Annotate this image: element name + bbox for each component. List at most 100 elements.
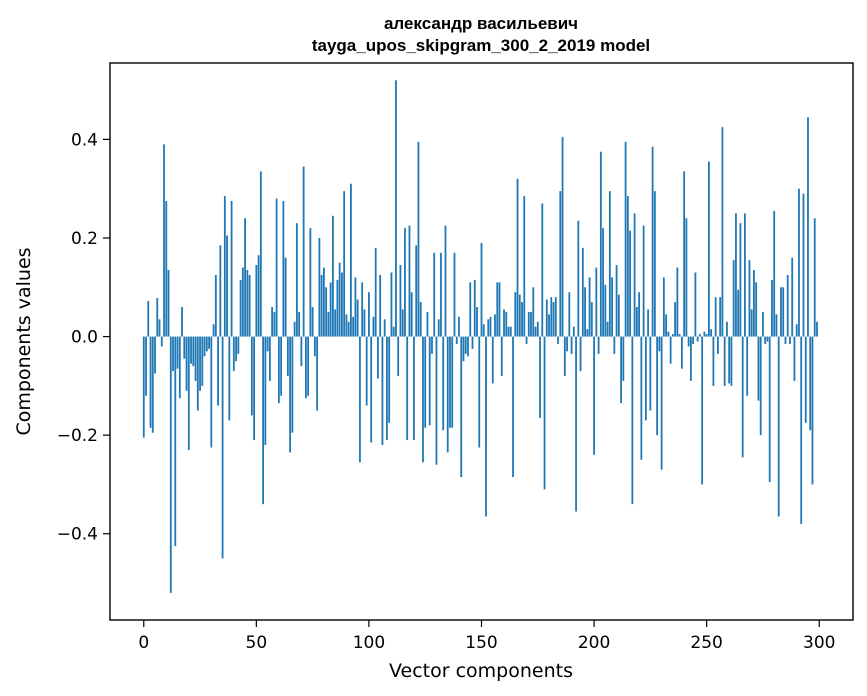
bar [667,331,670,337]
bar [363,309,366,337]
bar [777,336,780,517]
bar [453,252,456,337]
bar [798,188,800,337]
bar [568,292,571,337]
bar [534,326,537,337]
bar [291,336,294,433]
bar [523,196,526,337]
bar [784,336,787,344]
plot-frame [109,62,854,621]
bar [271,307,274,337]
bar [458,316,460,337]
bar [244,218,246,337]
bar [232,336,235,372]
bar [399,265,402,337]
bar [710,329,713,337]
bar [658,336,661,352]
bar [640,336,643,460]
bar [313,336,316,357]
bar [548,314,550,337]
bar [318,237,321,337]
bar [386,336,388,441]
bar [656,336,659,436]
bar [469,282,472,337]
bar [426,311,429,337]
bar [683,171,686,337]
bar [545,299,548,337]
bar [214,274,217,337]
bar [780,287,782,337]
bar [737,289,740,337]
bar [748,260,751,337]
bar [721,127,724,337]
bar [597,336,600,354]
bar [277,336,280,404]
bar [404,228,406,337]
bar [431,336,433,354]
bar [730,336,733,386]
bar [590,302,593,337]
bar [615,265,618,337]
bar [665,314,668,337]
bar [593,336,595,455]
bar [662,277,665,337]
bar [428,336,431,426]
bar [219,245,222,337]
y-tick-label: 0.2 [71,229,98,249]
bar [631,336,634,505]
bar [516,178,519,337]
bar [268,336,271,381]
bar [345,314,348,337]
bar [687,336,690,347]
bar [160,336,163,347]
bar [228,336,231,421]
bar [392,326,395,337]
bar [286,336,289,376]
bar [676,267,679,337]
bar [689,336,692,381]
bar [586,329,589,337]
bar [413,336,415,441]
bar [622,336,625,381]
bar [577,220,580,337]
chart-title-line1: александр васильевич [384,14,578,33]
bar [322,267,325,337]
bar [149,336,152,428]
bar [775,314,778,337]
bar [498,282,501,337]
bar [408,225,411,337]
bar [341,272,343,337]
bar [255,265,258,337]
bar [388,336,391,423]
bar [307,336,310,396]
bar [552,302,555,337]
bar [442,336,445,431]
bar [701,336,704,485]
bar [543,336,546,490]
bar [377,336,379,379]
bar [329,282,332,337]
bar [559,191,562,337]
bar [669,336,672,364]
bar [728,336,731,384]
bar [755,282,758,337]
bar [212,324,215,337]
bar [169,336,172,593]
bar [309,228,312,337]
bar [417,141,420,337]
bar [762,311,764,337]
bar [624,141,627,337]
bar [620,336,622,404]
bar [782,287,785,337]
bar [482,324,485,337]
bar [156,298,159,337]
bar [795,324,798,337]
bar [383,319,386,337]
bar [485,336,487,517]
bar [361,282,364,337]
bar [183,336,186,359]
bar [512,336,514,478]
bar [356,299,359,337]
x-tick-label: 100 [353,633,385,653]
